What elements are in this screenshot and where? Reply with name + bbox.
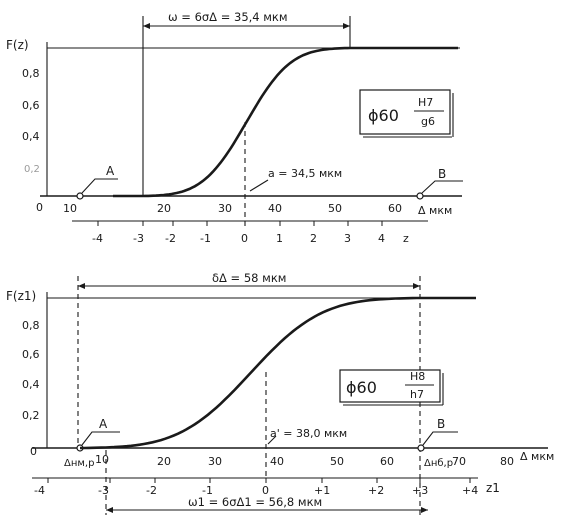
delta-tick-label: 30	[208, 455, 222, 468]
z-tick-label: -1	[202, 484, 213, 497]
z-tick-label: +3	[412, 484, 428, 497]
y-tick-label: 0,4	[22, 130, 40, 143]
z-tick-label: 0	[241, 232, 248, 245]
delta-tick-label: 50	[328, 202, 342, 215]
z-tick-label: -3	[98, 484, 109, 497]
fit-designation-box	[359, 89, 451, 135]
delta-tick-label: 50	[330, 455, 344, 468]
tolerance-label: δΔ = 58 мкм	[212, 271, 286, 285]
y-tick-label: 0,8	[22, 319, 40, 332]
diagram-h8-h7: F(z1) 0,8 0,6 0,4 0,2 0 10 20 30 40 50 6…	[6, 271, 554, 515]
z-tick-label: -4	[34, 484, 45, 497]
z-tick-label: -2	[165, 232, 176, 245]
fit-designation-box	[339, 369, 441, 403]
y-tick-label: 0,2	[22, 409, 40, 422]
point-a-marker	[76, 192, 84, 200]
z-tick-label: 1	[276, 232, 283, 245]
delta-tick-label: 60	[388, 202, 402, 215]
leader-line	[81, 431, 120, 446]
min-clearance-label: Δнм,р	[64, 458, 94, 469]
fit-hole: H7	[418, 96, 433, 109]
fit-hole: H8	[410, 370, 425, 383]
delta-tick-label: 20	[157, 202, 171, 215]
delta-tick-label: 40	[268, 202, 282, 215]
point-a-label: A	[106, 164, 115, 178]
z-tick-label: +1	[314, 484, 330, 497]
point-b-label: B	[437, 417, 445, 431]
point-b-marker	[417, 444, 425, 452]
z-tick-label: 4	[378, 232, 385, 245]
delta-tick-label: 20	[157, 455, 171, 468]
fit-base: ϕ60	[368, 106, 399, 125]
z-unit-label: z1	[486, 481, 500, 495]
origin-label: 0	[36, 201, 43, 214]
z-unit-label: z	[403, 232, 409, 245]
z-tick-label: -2	[146, 484, 157, 497]
cdf-curve	[80, 296, 476, 450]
point-b-label: B	[438, 167, 446, 181]
leader-line	[267, 435, 277, 445]
z-tick-label: -4	[92, 232, 103, 245]
y-tick-label: 0,4	[22, 378, 40, 391]
y-tick-label: 0,6	[22, 99, 40, 112]
z-tick-label: +2	[368, 484, 384, 497]
spread-label: ω = 6σΔ = 35,4 мкм	[168, 10, 288, 24]
center-label: a = 34,5 мкм	[268, 167, 342, 180]
fit-shaft: h7	[410, 388, 424, 401]
center-label: a' = 38,0 мкм	[270, 427, 347, 440]
delta-tick-label: 30	[218, 202, 232, 215]
z-tick-label: 3	[344, 232, 351, 245]
y-axis-label: F(z)	[6, 38, 29, 52]
leader-line	[421, 180, 463, 194]
delta-tick-label: 40	[270, 455, 284, 468]
max-clearance-label: Δнб,р	[424, 458, 453, 469]
delta-tick-label: 10	[95, 453, 109, 466]
y-tick-label: 0,8	[22, 67, 40, 80]
fit-shaft: g6	[421, 115, 435, 128]
delta-tick-label: 70	[452, 455, 466, 468]
delta-tick-label: 10	[63, 202, 77, 215]
y-axis-label: F(z1)	[6, 289, 36, 303]
z-tick-label: 0	[262, 484, 269, 497]
delta-tick-label: 80	[500, 455, 514, 468]
spread-label: ω1 = 6σΔ1 = 56,8 мкм	[188, 495, 322, 509]
z-tick-label: -1	[200, 232, 211, 245]
fit-base: ϕ60	[346, 378, 377, 397]
cdf-curve	[142, 46, 458, 198]
point-a-label: A	[99, 417, 108, 431]
z-tick-label: 2	[310, 232, 317, 245]
z-tick-label: +4	[462, 484, 478, 497]
leader-line	[81, 178, 118, 194]
y-tick-label: 0,6	[22, 348, 40, 361]
origin-label: 0	[30, 445, 37, 458]
point-b-marker	[416, 192, 424, 200]
delta-unit-label: Δ мкм	[520, 450, 554, 463]
leader-line	[422, 431, 458, 446]
delta-unit-label: Δ мкм	[418, 204, 452, 217]
y-tick-label: 0,2	[24, 164, 40, 175]
z-tick-label: -3	[133, 232, 144, 245]
diagram-h7-g6: F(z) 0,8 0,6 0,4 0,2 0 10 20 30 40 50 60…	[6, 10, 463, 245]
leader-line	[249, 179, 269, 192]
delta-tick-label: 60	[380, 455, 394, 468]
